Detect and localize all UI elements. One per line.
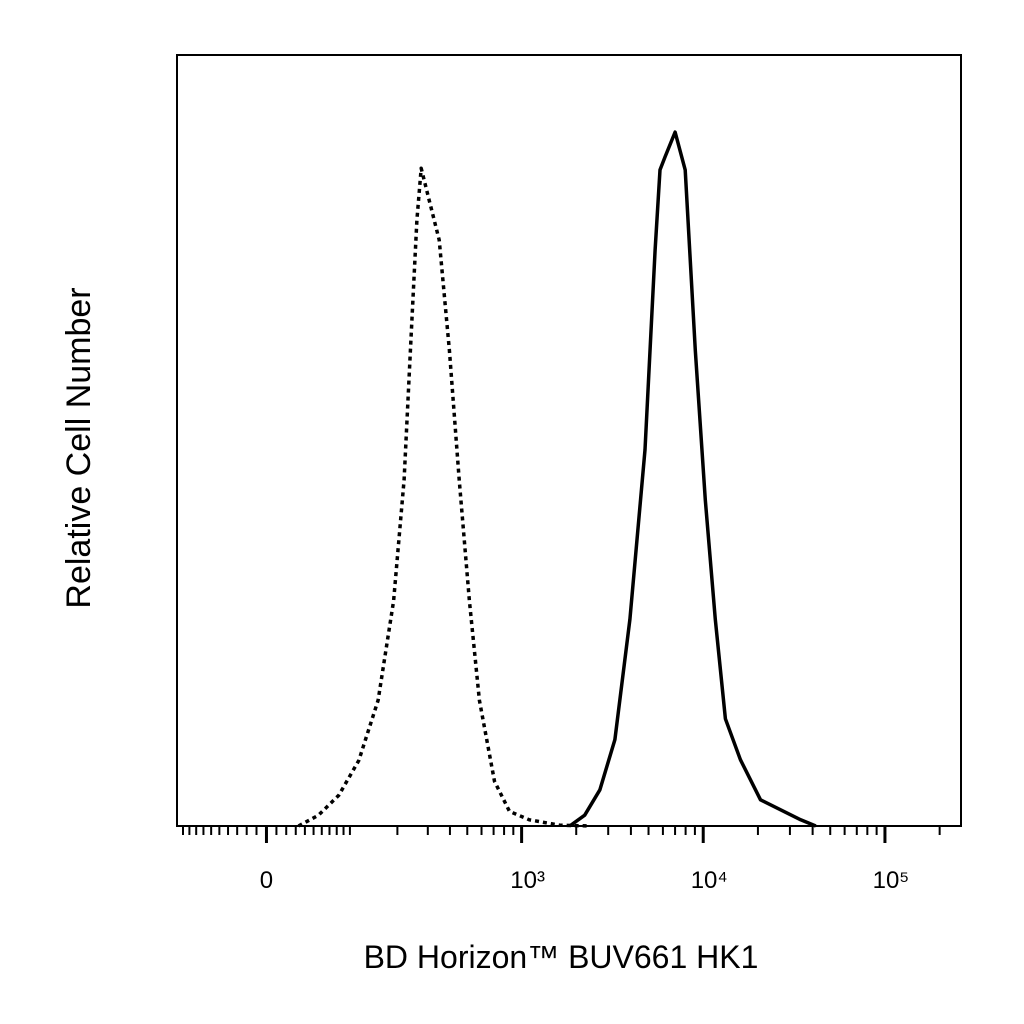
x-tick-label: 10⁵ [873, 867, 910, 894]
x-axis-label: BD Horizon™ BUV661 HK1 [364, 939, 759, 975]
x-tick-label: 10⁴ [691, 867, 728, 894]
plot-frame [176, 54, 962, 827]
y-axis-label: Relative Cell Number [60, 287, 98, 608]
x-tick-label: 0 [260, 867, 273, 894]
histogram-line [297, 166, 590, 828]
histogram-line [568, 130, 817, 828]
x-tick-label: 10³ [510, 867, 545, 894]
